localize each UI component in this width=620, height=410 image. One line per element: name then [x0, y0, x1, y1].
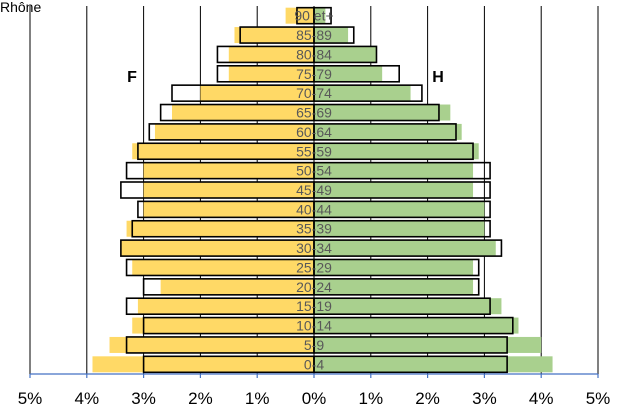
female-filled-bar	[132, 259, 314, 276]
female-filled-bar	[228, 46, 314, 63]
male-outline-bar	[313, 316, 514, 335]
age-group-label: 55-59	[296, 143, 332, 159]
female-filled-bar	[228, 65, 314, 82]
female-filled-bar	[143, 162, 314, 179]
female-filled-bar	[132, 143, 314, 160]
male-filled-bar	[314, 85, 411, 102]
male-outline-bar	[313, 278, 480, 296]
male-outline-bar	[313, 239, 503, 257]
male-outline-bar	[313, 161, 491, 180]
age-group-label: 90 et+	[294, 8, 333, 24]
male-filled-bar	[314, 65, 383, 82]
x-tick-label: 5%	[586, 389, 611, 408]
male-filled-bar	[314, 220, 485, 237]
x-tick-label: 1%	[245, 389, 270, 408]
age-group-label: 50-54	[296, 163, 332, 179]
male-filled-bar	[314, 46, 377, 63]
male-outline-bar	[313, 258, 480, 277]
male-outline-bar	[313, 142, 474, 161]
x-tick-label: 1%	[359, 389, 384, 408]
male-outline-bar	[313, 219, 491, 238]
male-outline-bar	[313, 26, 355, 44]
age-group-label: 75-79	[296, 66, 332, 82]
female-filled-bar	[154, 123, 314, 140]
male-filled-bar	[314, 123, 462, 140]
age-group-label: 70-74	[296, 85, 332, 101]
x-tick-label: 3%	[131, 389, 156, 408]
male-filled-bar	[314, 356, 553, 373]
female-filled-bar	[126, 220, 314, 237]
male-filled-bar	[314, 336, 542, 353]
male-filled-bar	[314, 201, 485, 218]
female-filled-bar	[120, 240, 314, 257]
male-outline-bar	[313, 103, 440, 122]
female-filled-bar	[234, 27, 314, 44]
x-tick-label: 4%	[75, 389, 100, 408]
age-group-label: 20-24	[296, 279, 332, 295]
female-filled-bar	[109, 336, 315, 353]
male-outline-bar	[313, 123, 457, 141]
age-group-label: 35-39	[296, 221, 332, 237]
age-group-label: 45-49	[296, 182, 332, 198]
male-outline-bar	[313, 84, 423, 102]
female-filled-bar	[92, 356, 314, 373]
x-tick-label: 5%	[18, 389, 43, 408]
female-filled-bar	[132, 317, 314, 334]
x-tick-label: 2%	[415, 389, 440, 408]
x-tick-label: 0%	[302, 389, 327, 408]
age-group-label: 85-89	[296, 27, 332, 43]
male-filled-bar	[314, 298, 502, 315]
male-filled-bar	[314, 182, 474, 198]
male-outline-bar	[313, 200, 491, 219]
male-filled-bar	[314, 278, 474, 295]
age-group-label: 40-44	[296, 201, 332, 217]
male-filled-bar	[314, 240, 496, 257]
male-outline-bar	[313, 64, 400, 83]
male-outline-bar	[313, 6, 332, 25]
male-outline-bar	[313, 181, 491, 199]
age-group-labels: 0-4 5-9 10-14 15-19 20-24 25-29 30-34 35-39 40-4…	[294, 8, 333, 373]
female-side-label: F	[127, 69, 137, 86]
male-filled-bar	[314, 162, 474, 179]
male-outline-bar	[313, 355, 508, 374]
female-filled-bar	[172, 104, 314, 121]
age-group-label: 15-19	[296, 298, 332, 314]
male-filled-bar	[314, 104, 451, 121]
chart-title: Rhône	[0, 0, 41, 15]
age-group-label: 30-34	[296, 240, 332, 256]
age-group-label: 80-84	[296, 46, 332, 62]
male-filled-bar	[314, 7, 326, 24]
male-outline-bar	[313, 336, 508, 354]
age-group-label: 10-14	[296, 318, 332, 334]
age-group-label: 60-64	[296, 124, 332, 140]
female-filled-bar	[200, 85, 314, 102]
age-group-label: 0-4	[304, 356, 324, 372]
male-outline-bar	[313, 45, 378, 64]
male-side-label: H	[432, 69, 444, 86]
x-tick-label: 2%	[188, 389, 213, 408]
male-filled-bar	[314, 27, 349, 44]
male-outline-bar	[313, 297, 491, 316]
filled-bars	[92, 7, 553, 373]
female-filled-bar	[143, 182, 314, 198]
x-tick-labels: 5% 4% 3% 2% 1% 0% 1% 2% 3% 4% 5%	[18, 389, 611, 408]
x-tick-label: 3%	[472, 389, 497, 408]
age-group-label: 5-9	[304, 337, 324, 353]
age-group-label: 25-29	[296, 259, 332, 275]
female-filled-bar	[160, 278, 314, 295]
female-filled-bar	[137, 298, 314, 315]
male-filled-bar	[314, 259, 474, 276]
age-group-label: 65-69	[296, 105, 332, 121]
outline-bars	[120, 6, 514, 374]
male-filled-bar	[314, 317, 519, 334]
x-axis	[29, 373, 599, 378]
male-filled-bar	[314, 143, 479, 160]
female-filled-bar	[143, 201, 314, 218]
female-filled-bar	[285, 7, 314, 24]
x-tick-label: 4%	[529, 389, 554, 408]
